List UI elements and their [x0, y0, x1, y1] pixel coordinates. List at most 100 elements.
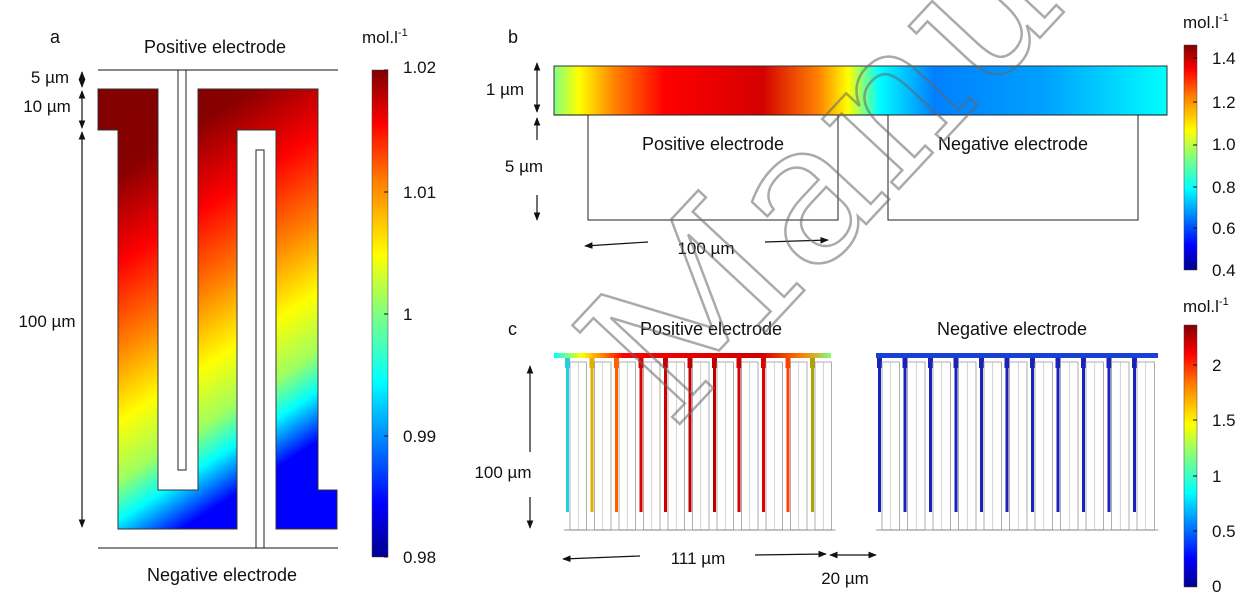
dim-100um-arrow-left [584, 241, 649, 249]
colorbar-c-ticks [1193, 364, 1197, 587]
panel-c-positive-top-strip [554, 353, 831, 358]
channel-top [1132, 358, 1137, 368]
panel-a: a Positive electrode Negative electrode … [18, 27, 436, 585]
dim-5um-label: 5 µm [31, 68, 69, 87]
electrolyte-channel [929, 358, 932, 512]
panel-a-bottom-label: Negative electrode [147, 565, 297, 585]
electrolyte-channel [1133, 358, 1136, 512]
colorbar-c-unit: mol.l-1 [1183, 296, 1229, 316]
panel-b-positive-electrode [587, 114, 839, 221]
colorbar-b-tick: 0.8 [1212, 178, 1236, 197]
colorbar-c-tick: 1.5 [1212, 411, 1236, 430]
channel-top [1081, 358, 1086, 368]
electrolyte-channel [1107, 358, 1111, 512]
colorbar-b-tick: 1.0 [1212, 135, 1236, 154]
colorbar-b-tick: 0.4 [1212, 261, 1236, 280]
colorbar-c-tick: 0 [1212, 577, 1221, 595]
panel-c-negative-fingers [876, 358, 1159, 531]
negative-finger-outline [255, 149, 265, 548]
panel-b-negative-electrode [887, 114, 1139, 221]
colorbar-a-ticks [384, 69, 388, 558]
channel-top [1004, 358, 1010, 368]
dim-100um-label-c: 100 µm [474, 463, 531, 482]
electrolyte-channel [664, 358, 667, 512]
dim-111um-arrow-left [562, 555, 641, 563]
electrolyte-channel [1082, 358, 1085, 512]
panel-c-positive-fingers [564, 358, 836, 531]
colorbar-b-tick: 1.2 [1212, 93, 1236, 112]
channel-top [736, 358, 742, 368]
electrolyte-channel [811, 358, 814, 512]
colorbar-b-tick: 1.4 [1212, 49, 1236, 68]
dim-10um-label: 10 µm [23, 97, 71, 116]
channel-top [761, 358, 766, 368]
channel-top [712, 358, 717, 368]
channel-top [928, 358, 933, 368]
channel-top [1106, 358, 1112, 368]
colorbar-a-tick: 0.99 [403, 427, 436, 446]
panel-b-positive-label: Positive electrode [642, 134, 784, 154]
electrolyte-channel [566, 358, 569, 512]
dim-100um-label-b: 100 µm [677, 239, 734, 258]
panel-b-label: b [508, 27, 518, 47]
panel-c-negative-top-strip [876, 353, 1158, 358]
electrolyte-channel [590, 358, 594, 512]
colorbar-c-tick: 0.5 [1212, 522, 1236, 541]
channel-top [589, 358, 595, 368]
electrolyte-channel [980, 358, 983, 512]
panel-c-negative-label: Negative electrode [937, 319, 1087, 339]
electrolyte-channel [903, 358, 907, 512]
colorbar-a-tick: 1 [403, 305, 412, 324]
panel-c-label: c [508, 319, 517, 339]
panel-b-negative-label: Negative electrode [938, 134, 1088, 154]
colorbar-a-tick: 1.02 [403, 58, 436, 77]
dim-100um-arrow-right [764, 236, 829, 244]
channel-top [1030, 358, 1035, 368]
dim-111um-arrow-right [754, 550, 827, 558]
electrolyte-channel [688, 358, 692, 512]
electrolyte-channel [737, 358, 741, 512]
channel-top [687, 358, 693, 368]
colorbar-b-ticks [1193, 57, 1197, 269]
channel-top [810, 358, 815, 368]
channel-top [953, 358, 959, 368]
colorbar-c [1183, 324, 1198, 588]
panel-c-positive-label: Positive electrode [640, 319, 782, 339]
channel-top [614, 358, 619, 368]
panel-a-concentration-field [97, 88, 338, 530]
panel-a-label: a [50, 27, 61, 47]
colorbar-a-tick: 0.98 [403, 548, 436, 567]
channel-top [979, 358, 984, 368]
electrolyte-channel [954, 358, 958, 512]
electrolyte-channel [1056, 358, 1060, 512]
colorbar-a-tick: 1.01 [403, 183, 436, 202]
dim-20um-label: 20 µm [821, 569, 869, 588]
colorbar-b [1183, 44, 1198, 271]
channel-top [638, 358, 644, 368]
channel-top [565, 358, 570, 368]
channel-top [663, 358, 668, 368]
channel-top [1055, 358, 1061, 368]
panel-c: c Positive electrode Negative electrode … [474, 296, 1235, 595]
electrolyte-channel [1005, 358, 1009, 512]
electrolyte-channel [762, 358, 765, 512]
colorbar-b-tick: 0.6 [1212, 219, 1236, 238]
channel-top [877, 358, 882, 368]
dim-1um-label: 1 µm [486, 80, 524, 99]
electrolyte-channel [786, 358, 790, 512]
electrolyte-channel [615, 358, 618, 512]
dim-5um-label-b: 5 µm [505, 157, 543, 176]
dim-100um-label: 100 µm [18, 312, 75, 331]
channel-top [902, 358, 908, 368]
positive-finger-outline [177, 70, 187, 471]
electrolyte-channel [713, 358, 716, 512]
panel-b: b Positive electrode Negative electrode … [486, 12, 1236, 280]
channel-top [785, 358, 791, 368]
electrolyte-channel [878, 358, 881, 512]
electrolyte-channel [1031, 358, 1034, 512]
colorbar-c-tick: 1 [1212, 467, 1221, 486]
colorbar-b-unit: mol.l-1 [1183, 12, 1229, 32]
dim-111um-label: 111 µm [671, 549, 726, 568]
panel-a-top-label: Positive electrode [144, 37, 286, 57]
